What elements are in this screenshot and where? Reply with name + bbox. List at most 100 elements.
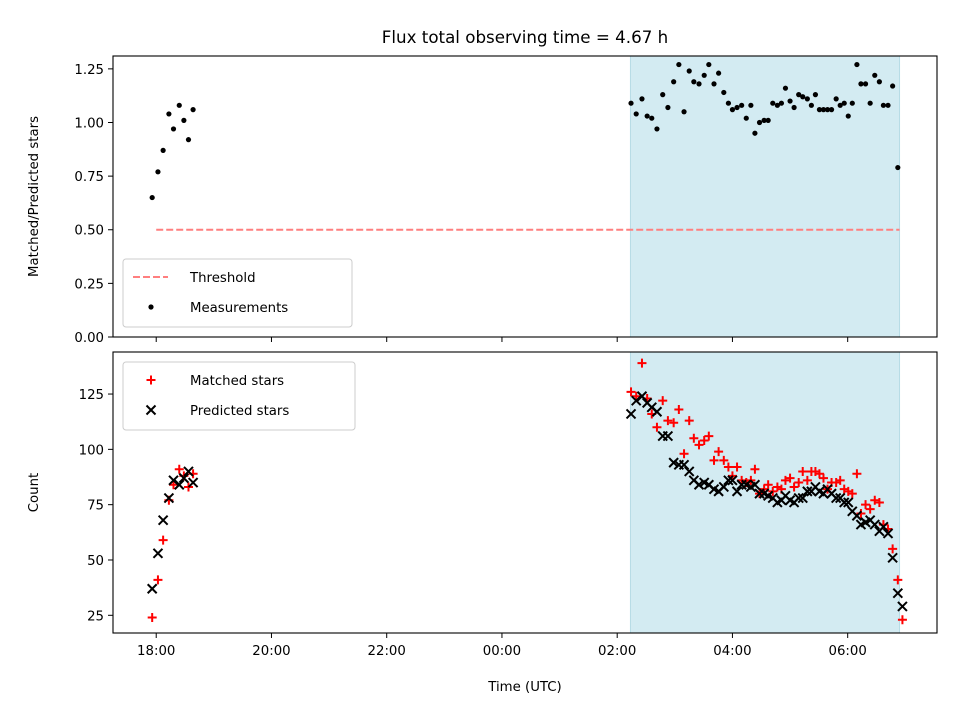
data-point xyxy=(169,480,179,490)
data-point xyxy=(185,137,192,143)
data-point xyxy=(636,391,648,402)
x-tick-label: 04:00 xyxy=(713,644,751,659)
data-point xyxy=(847,489,857,499)
data-point xyxy=(723,462,733,472)
data-point xyxy=(835,475,845,485)
x-axis-label: Time (UTC) xyxy=(487,680,562,695)
data-point xyxy=(872,72,878,78)
data-point xyxy=(794,478,804,488)
data-point xyxy=(686,68,692,74)
data-point xyxy=(146,583,158,594)
data-point xyxy=(639,96,645,102)
data-point xyxy=(820,107,827,113)
data-point xyxy=(727,475,738,486)
data-point xyxy=(684,416,694,426)
data-point xyxy=(651,406,663,417)
data-point xyxy=(743,115,749,121)
legend-label: Measurements xyxy=(190,301,288,316)
data-point xyxy=(861,500,871,510)
data-point xyxy=(893,575,903,585)
data-point xyxy=(839,497,850,508)
data-point xyxy=(176,102,182,108)
data-point xyxy=(888,544,898,554)
legend-swatch xyxy=(148,304,154,310)
data-point xyxy=(729,107,736,113)
data-point xyxy=(704,431,714,441)
data-point xyxy=(187,477,199,488)
data-point xyxy=(800,94,806,100)
data-point xyxy=(791,104,797,111)
data-point xyxy=(885,102,891,108)
data-point xyxy=(644,113,650,119)
data-point xyxy=(814,469,824,479)
legend-box xyxy=(122,258,353,328)
series-predicted-stars xyxy=(146,391,908,612)
data-point xyxy=(723,475,734,486)
legend-box xyxy=(122,361,356,431)
data-point xyxy=(737,475,747,485)
x-tick-label: 06:00 xyxy=(829,644,867,659)
data-point xyxy=(874,497,884,507)
data-point xyxy=(725,100,732,106)
data-point xyxy=(637,358,647,368)
data-point xyxy=(833,96,839,102)
data-point xyxy=(770,100,776,106)
data-point xyxy=(765,117,771,123)
data-point xyxy=(658,396,668,406)
data-point xyxy=(671,79,677,85)
data-point xyxy=(828,107,835,113)
data-point xyxy=(714,447,724,457)
data-point xyxy=(858,81,864,87)
data-point xyxy=(793,492,804,504)
legend: Matched stars Predicted stars xyxy=(122,361,356,431)
data-point xyxy=(665,104,671,111)
data-point xyxy=(684,466,695,477)
data-point xyxy=(852,469,862,479)
data-point xyxy=(669,418,679,428)
data-point xyxy=(890,83,896,89)
y-tick-label: 100 xyxy=(79,443,104,458)
data-point xyxy=(887,552,898,563)
data-point xyxy=(876,79,882,85)
data-point xyxy=(897,615,907,625)
data-point xyxy=(701,72,707,78)
data-point xyxy=(739,102,745,108)
data-point xyxy=(824,107,831,113)
y-tick-label: 0.75 xyxy=(74,170,104,185)
data-point xyxy=(166,111,172,117)
data-point xyxy=(843,497,854,508)
data-point xyxy=(163,492,175,504)
data-point xyxy=(802,486,813,497)
data-point xyxy=(830,492,842,504)
data-point xyxy=(649,115,655,121)
data-point xyxy=(796,92,802,98)
data-point xyxy=(854,61,860,68)
data-point xyxy=(149,194,155,201)
x-tick-label: 20:00 xyxy=(252,644,290,659)
data-point xyxy=(780,475,790,485)
observing-window-shade xyxy=(629,55,901,338)
data-point xyxy=(190,107,196,113)
legend: Threshold Measurements xyxy=(122,258,353,328)
data-point xyxy=(731,486,743,497)
data-point xyxy=(774,102,780,108)
data-point xyxy=(147,613,157,623)
data-point xyxy=(718,481,730,493)
legend-label: Matched stars xyxy=(190,374,284,389)
legend-label: Threshold xyxy=(189,271,256,286)
data-point xyxy=(160,147,166,153)
data-point xyxy=(880,102,887,108)
data-point xyxy=(787,98,793,104)
data-point xyxy=(711,81,717,87)
y-tick-label: 0.50 xyxy=(74,224,104,239)
data-point xyxy=(719,455,729,465)
data-point xyxy=(798,466,808,476)
data-point xyxy=(778,100,785,106)
data-point xyxy=(867,100,873,106)
series-matched-stars xyxy=(147,358,907,625)
y-tick-label: 0.00 xyxy=(74,331,104,346)
data-point xyxy=(763,480,773,490)
data-point xyxy=(818,473,828,483)
count-panel: 25 50 75 100 125 18:00 20:00 22:00 00:00 02:00 04:… xyxy=(27,351,938,659)
data-point xyxy=(626,387,636,397)
